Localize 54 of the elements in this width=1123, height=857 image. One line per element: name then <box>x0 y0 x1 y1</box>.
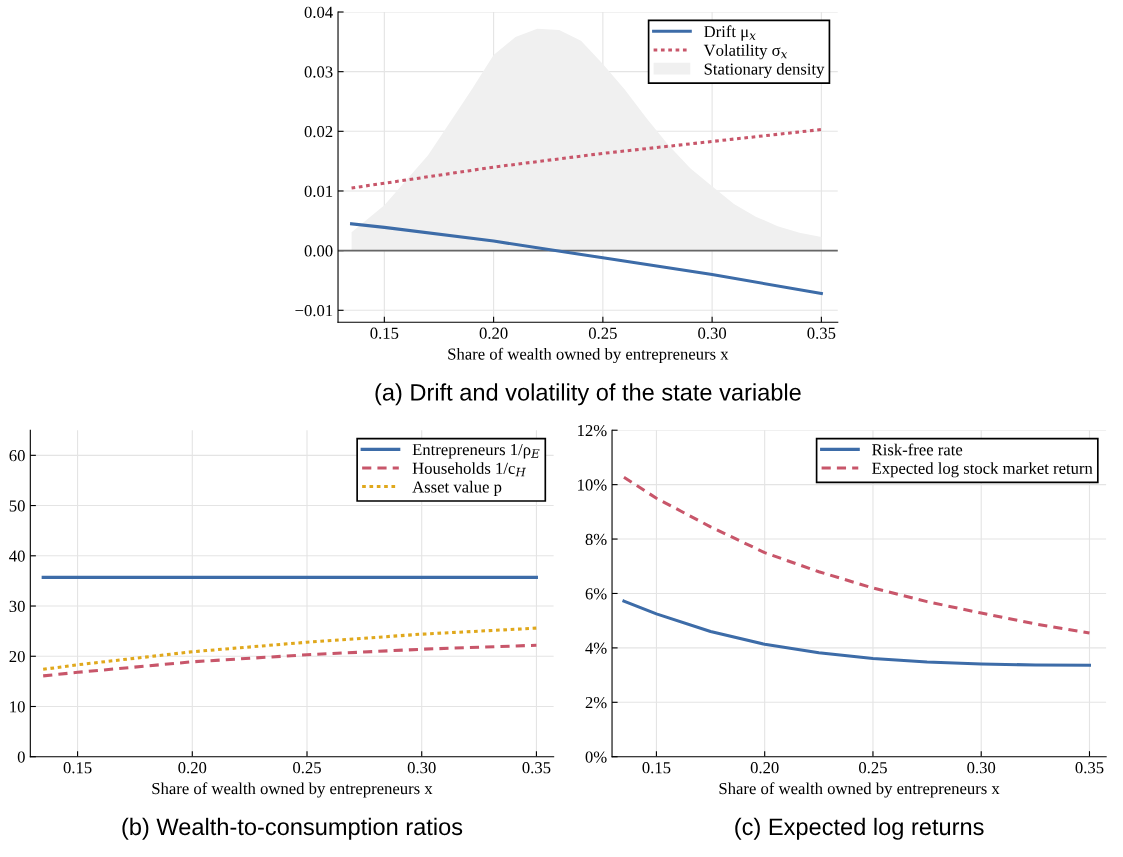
y-tick-label: 0.01 <box>304 185 333 197</box>
y-tick-label: 10 <box>10 701 25 713</box>
x-axis-title: Share of wealth owned by entrepreneurs x <box>448 347 729 364</box>
x-axis-title: Share of wealth owned by entrepreneurs x <box>719 782 1000 798</box>
y-tick-label: −0.01 <box>295 305 333 317</box>
y-tick-label: 12% <box>578 424 607 437</box>
x-tick-label: 0.35 <box>807 327 836 339</box>
line-series <box>41 626 538 671</box>
x-tick-label: 0.30 <box>967 762 996 774</box>
x-tick-label: 0.15 <box>63 762 92 774</box>
x-tick-label: 0.20 <box>750 762 779 774</box>
y-tick-label: 60 <box>9 450 25 462</box>
y-tick-label: 0.02 <box>304 126 333 138</box>
y-tick-label: 6% <box>585 588 607 600</box>
y-tick-label: 0.03 <box>304 66 333 78</box>
y-tick-label: 2% <box>585 697 607 709</box>
text: (c) Expected log returns <box>735 817 984 840</box>
y-tick-label: 10% <box>578 479 607 491</box>
x-tick-label: 0.30 <box>407 762 436 774</box>
line-series <box>350 128 823 190</box>
y-tick-label: 20 <box>9 650 25 663</box>
text: (b) Wealth-to-consumption ratios <box>122 817 463 840</box>
y-tick-label: 40 <box>9 550 25 562</box>
x-tick-label: 0.25 <box>859 762 887 774</box>
legend-label: Stationary density <box>704 62 825 79</box>
line-series <box>622 599 1092 667</box>
y-tick-label: 0.00 <box>304 245 333 257</box>
y-tick-label: 0.04 <box>304 6 333 19</box>
line-series <box>41 643 538 678</box>
x-tick-label: 0.25 <box>588 327 617 339</box>
line-series <box>350 222 823 296</box>
x-tick-label: 0.15 <box>642 762 671 774</box>
y-tick-label: 50 <box>9 500 25 512</box>
y-tick-label: 0 <box>17 751 25 763</box>
y-tick-label: 4% <box>585 642 607 654</box>
x-axis-title: Share of wealth owned by entrepreneurs x <box>152 782 433 798</box>
text: (a) Drift and volatility of the state variable <box>375 383 801 406</box>
legend-label: Drift μ$_{x}$ <box>704 25 756 41</box>
x-tick-label: 0.35 <box>1075 762 1104 774</box>
legend-label: Entrepreneurs 1/ρ$_{E}$ <box>412 444 540 459</box>
x-tick-label: 0.20 <box>479 327 508 339</box>
legend-label: Volatility σ$_{x}$ <box>703 44 788 60</box>
x-tick-label: 0.20 <box>178 762 207 774</box>
legend-label: Expected log stock market return <box>872 462 1093 478</box>
y-tick-label: 8% <box>585 533 607 546</box>
legend-label: Risk-free rate <box>872 443 963 456</box>
legend-label: Households 1/c$_{H}$ <box>412 462 526 477</box>
y-tick-label: 30 <box>9 600 25 612</box>
legend-label: Asset value p <box>412 480 502 496</box>
y-tick-label: 0% <box>585 751 607 763</box>
x-tick-label: 0.35 <box>522 762 551 774</box>
x-tick-label: 0.30 <box>698 327 727 339</box>
x-tick-label: 0.25 <box>293 762 321 774</box>
x-tick-label: 0.15 <box>370 327 399 339</box>
